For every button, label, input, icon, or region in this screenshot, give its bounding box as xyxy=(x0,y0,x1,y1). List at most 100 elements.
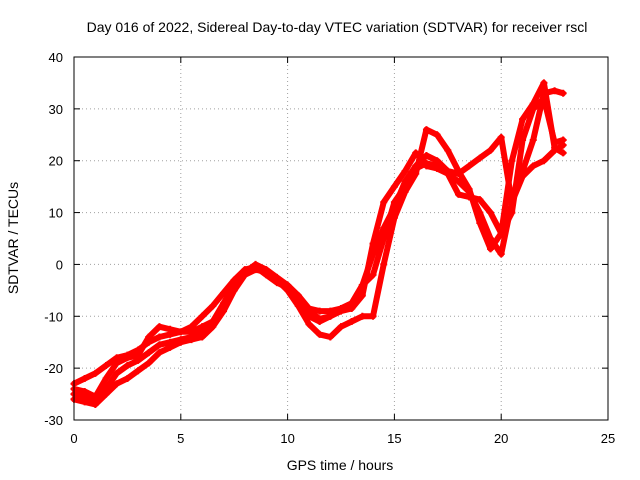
y-tick-label: 10 xyxy=(49,206,63,221)
data-point xyxy=(358,312,366,320)
y-tick-label: -10 xyxy=(44,309,63,324)
data-point xyxy=(559,89,567,97)
data-point xyxy=(177,328,185,336)
data-point xyxy=(305,320,313,328)
data-point xyxy=(422,126,430,134)
data-point xyxy=(316,307,324,315)
chart-title: Day 016 of 2022, Sidereal Day-to-day VTE… xyxy=(87,19,588,35)
data-point xyxy=(497,229,505,237)
data-point xyxy=(252,263,260,271)
x-axis-label: GPS time / hours xyxy=(287,457,394,473)
data-point xyxy=(102,390,110,398)
data-point xyxy=(390,183,398,191)
data-point xyxy=(220,289,228,297)
series-track-d xyxy=(70,94,567,401)
x-tick-label: 25 xyxy=(601,431,615,446)
data-point xyxy=(476,196,484,204)
y-tick-label: -30 xyxy=(44,413,63,428)
data-point xyxy=(497,133,505,141)
data-point xyxy=(380,198,388,206)
data-point xyxy=(166,325,174,333)
data-point xyxy=(337,307,345,315)
data-point xyxy=(113,359,121,367)
data-point xyxy=(198,323,206,331)
data-point xyxy=(519,115,527,123)
data-point xyxy=(559,136,567,144)
data-point xyxy=(187,328,195,336)
data-point xyxy=(326,333,334,341)
data-point xyxy=(145,333,153,341)
data-point xyxy=(529,105,537,113)
data-point xyxy=(433,131,441,139)
data-point xyxy=(422,152,430,160)
data-point xyxy=(284,284,292,292)
data-point xyxy=(508,209,516,217)
data-point xyxy=(155,349,163,357)
data-point xyxy=(380,235,388,242)
data-point xyxy=(551,139,559,147)
data-point xyxy=(123,362,131,370)
data-point xyxy=(487,209,495,217)
data-point xyxy=(134,367,142,375)
data-point xyxy=(262,271,270,279)
data-point xyxy=(444,146,452,154)
y-tick-label: 0 xyxy=(56,257,63,272)
data-point xyxy=(540,79,548,87)
data-point xyxy=(316,330,324,338)
data-point xyxy=(123,354,131,362)
axes: 0 5 10 15 20 25 -30 -20 -10 0 10 20 30 40 xyxy=(44,50,615,446)
data-point xyxy=(465,185,473,193)
data-point xyxy=(348,317,356,325)
data-point xyxy=(123,375,131,383)
data-point xyxy=(220,299,228,307)
data-point xyxy=(540,157,548,165)
data-point xyxy=(380,260,388,268)
data-point xyxy=(113,380,121,388)
data-point xyxy=(155,323,163,331)
data-point xyxy=(145,349,153,357)
data-point xyxy=(113,369,121,377)
data-point xyxy=(294,292,302,300)
data-point xyxy=(465,162,473,170)
y-tick-label: -20 xyxy=(44,361,63,376)
data-point xyxy=(559,149,567,157)
data-point xyxy=(454,167,462,175)
y-tick-label: 20 xyxy=(49,154,63,169)
data-point xyxy=(390,214,398,222)
data-point xyxy=(81,375,89,383)
data-point xyxy=(155,333,163,341)
data-point xyxy=(177,338,185,346)
data-point xyxy=(81,387,89,395)
data-point xyxy=(81,398,89,406)
data-point xyxy=(551,87,559,95)
data-point xyxy=(91,400,99,408)
data-point xyxy=(508,157,516,165)
data-point xyxy=(540,94,548,102)
data-point xyxy=(454,177,462,185)
data-point xyxy=(519,136,527,144)
data-point xyxy=(529,136,537,144)
y-tick-label: 40 xyxy=(49,50,63,65)
x-tick-label: 15 xyxy=(387,431,401,446)
data-point xyxy=(198,312,206,320)
data-point xyxy=(358,292,366,300)
data-point xyxy=(305,307,313,315)
data-point xyxy=(369,312,377,320)
data-point xyxy=(487,245,495,253)
data-point xyxy=(529,162,537,170)
data-point xyxy=(166,343,174,351)
y-tick-label: 30 xyxy=(49,102,63,117)
data-point xyxy=(401,167,409,175)
data-point xyxy=(412,170,420,178)
data-point xyxy=(476,154,484,162)
y-axis-label: SDTVAR / TECUs xyxy=(5,182,21,294)
data-point xyxy=(145,359,153,367)
data-point xyxy=(155,341,163,349)
data-point xyxy=(273,279,281,287)
x-tick-label: 5 xyxy=(177,431,184,446)
data-point xyxy=(390,198,398,206)
x-tick-label: 0 xyxy=(70,431,77,446)
data-point xyxy=(476,219,484,227)
data-point xyxy=(497,250,505,258)
